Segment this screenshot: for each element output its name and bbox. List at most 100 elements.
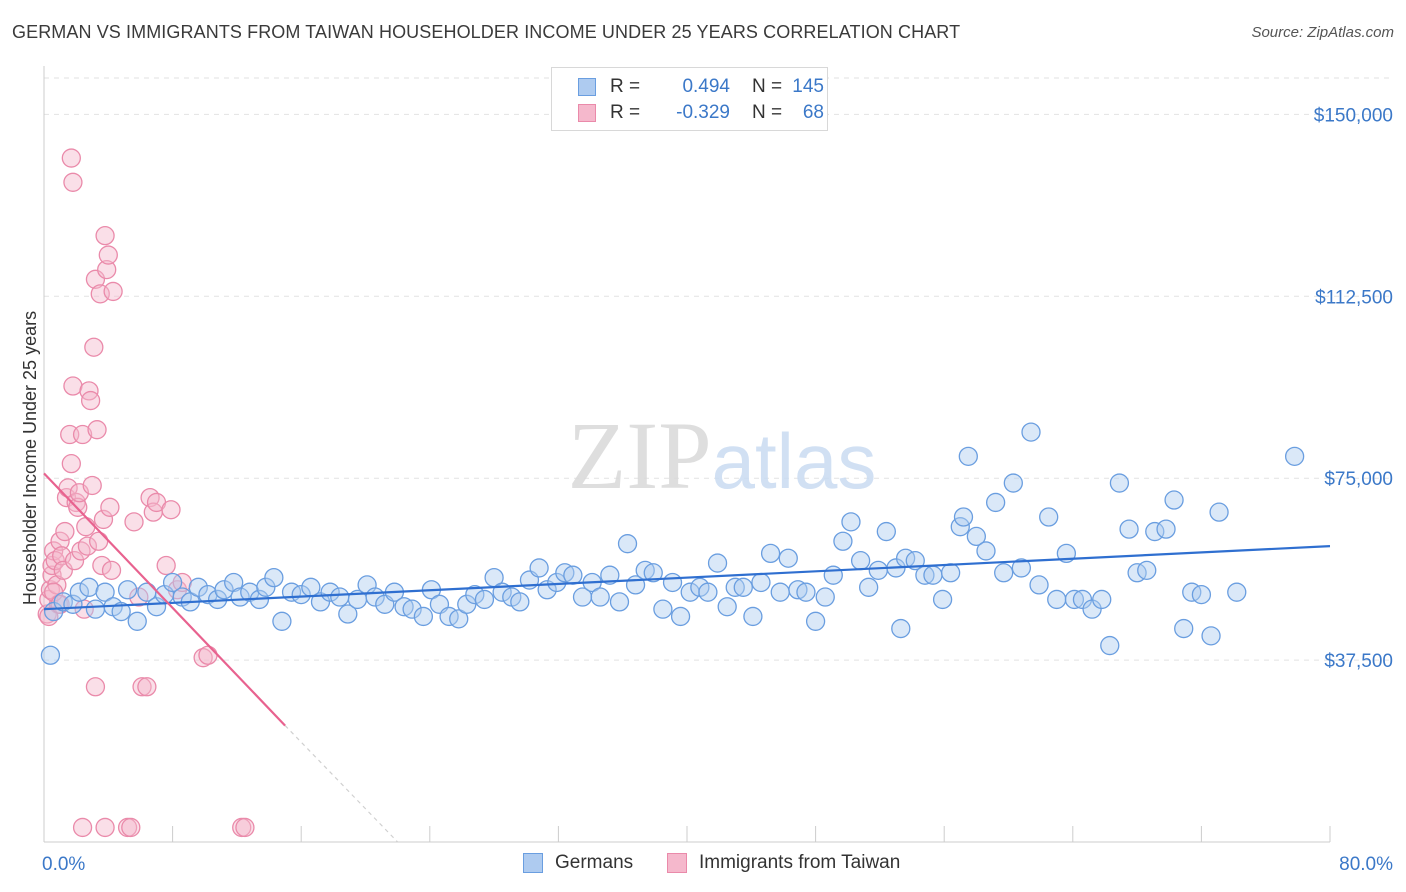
y-tick-label: $75,000 (1324, 469, 1393, 490)
data-point (87, 420, 107, 440)
correlation-legend: R = 0.494 N = 145 R = -0.329 N = 68 (551, 67, 828, 131)
data-point (1092, 589, 1112, 610)
y-tick-label: $112,500 (1315, 287, 1393, 308)
trend-lines (43, 472, 1331, 843)
watermark: ZIPatlas (568, 402, 877, 509)
data-point (93, 509, 114, 530)
data-point (64, 551, 85, 571)
n-label: N = (752, 102, 783, 123)
data-point (230, 587, 250, 607)
data-point (1029, 575, 1049, 595)
data-point (1047, 589, 1067, 610)
data-point (653, 599, 673, 619)
data-point (725, 577, 745, 597)
data-point (994, 563, 1014, 583)
data-point (510, 592, 530, 612)
data-point (1021, 422, 1041, 442)
data-point (796, 582, 816, 602)
data-point (97, 259, 117, 280)
data-point (95, 226, 115, 246)
data-point (1100, 635, 1120, 656)
german-points (40, 422, 1305, 665)
legend-item-taiwan[interactable]: Immigrants from Taiwan (667, 852, 900, 874)
data-point (1227, 582, 1247, 602)
data-point (84, 337, 104, 357)
data-point (43, 582, 64, 602)
data-point (256, 577, 276, 597)
watermark-atlas: atlas (712, 417, 877, 505)
data-point (137, 677, 157, 697)
data-point (953, 507, 974, 527)
data-point (778, 548, 798, 568)
data-point (132, 677, 152, 697)
data-point (815, 587, 835, 607)
german-swatch (578, 78, 596, 96)
data-point (717, 597, 737, 617)
data-point (162, 572, 183, 593)
data-point (72, 817, 93, 838)
data-point (1191, 584, 1212, 605)
data-point (868, 560, 888, 581)
data-point (50, 531, 70, 551)
r-label: R = (610, 102, 641, 123)
german-swatch (523, 853, 543, 873)
x-tick-label-max: 80.0% (1339, 854, 1393, 875)
n-value: 68 (802, 102, 824, 123)
data-point (707, 553, 728, 573)
data-point (662, 572, 683, 593)
data-point (1109, 473, 1130, 493)
data-point (161, 500, 181, 520)
data-point (76, 517, 96, 537)
data-point (1145, 521, 1165, 542)
data-point (80, 390, 101, 411)
data-point (770, 582, 790, 602)
data-point (92, 555, 112, 576)
data-point (833, 531, 853, 551)
data-point (85, 599, 106, 619)
data-point (609, 592, 630, 612)
data-point (127, 611, 147, 631)
data-point (188, 577, 208, 597)
data-point (1284, 446, 1305, 467)
taiwan-swatch (667, 853, 687, 873)
n-value: 145 (792, 76, 824, 97)
data-point (43, 601, 64, 622)
data-point (63, 172, 83, 192)
data-point (338, 604, 358, 624)
data-point (1072, 589, 1093, 610)
data-point (958, 446, 978, 467)
data-point (976, 541, 996, 561)
legend-item-germans[interactable]: Germans (523, 852, 633, 874)
data-point (1137, 560, 1157, 581)
trend-line-germans (43, 545, 1331, 611)
axes (43, 66, 1331, 843)
data-point (743, 606, 763, 627)
data-point (111, 601, 131, 622)
taiwan-points (37, 148, 255, 838)
data-point (760, 543, 781, 564)
data-point (89, 531, 109, 551)
y-axis-label: Householder Income Under 25 years (20, 311, 40, 605)
data-point (698, 582, 718, 602)
data-point (291, 584, 311, 605)
chart-title: GERMAN VS IMMIGRANTS FROM TAIWAN HOUSEHO… (12, 22, 961, 42)
trend-line-taiwan-extension (284, 725, 399, 843)
data-point (1064, 589, 1085, 610)
r-value: 0.494 (682, 76, 730, 97)
data-point (79, 577, 99, 597)
n-label: N = (752, 76, 783, 97)
data-point (643, 563, 663, 583)
data-point (61, 148, 81, 168)
data-point (124, 512, 144, 532)
series-legend: Germans Immigrants from Taiwan (0, 852, 1406, 878)
x-tick-label-min: 0.0% (42, 854, 85, 875)
grid-lines (44, 77, 1392, 661)
data-point (61, 453, 81, 474)
data-point (40, 645, 61, 665)
data-point (77, 536, 98, 556)
data-point (923, 565, 943, 585)
data-point (330, 587, 350, 607)
data-point (1174, 618, 1194, 639)
data-point (264, 567, 284, 588)
